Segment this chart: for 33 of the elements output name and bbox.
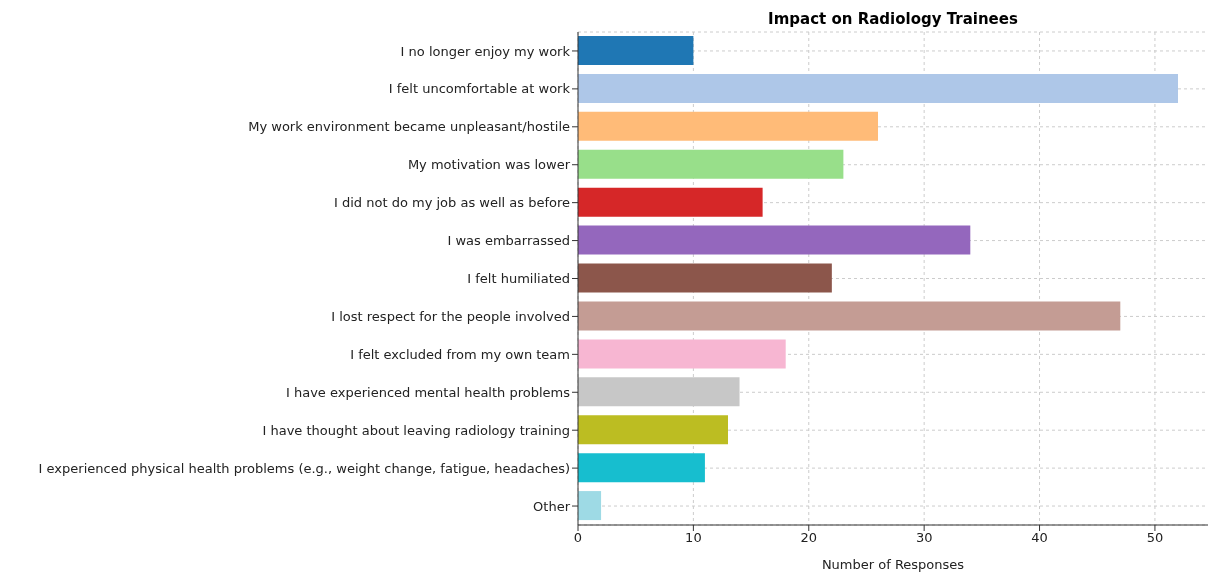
y-tick-label: I have experienced mental health problems	[286, 384, 571, 400]
y-tick-label: I have thought about leaving radiology training	[262, 422, 570, 438]
x-axis-title: Number of Responses	[821, 557, 965, 572]
y-tick-label: I lost respect for the people involved	[331, 309, 570, 325]
bar	[578, 225, 971, 255]
bar	[578, 415, 728, 445]
bar	[578, 491, 602, 521]
bar	[578, 301, 1121, 331]
y-tick-label: I no longer enjoy my work	[400, 43, 571, 59]
y-tick-label: I was embarrassed	[447, 233, 570, 249]
y-tick-label: I felt uncomfortable at work	[388, 81, 571, 97]
x-tick-label: 30	[915, 530, 933, 546]
y-tick-label: I experienced physical health problems (e.g., weight change, fatigue, headaches)	[38, 460, 570, 476]
y-tick-label: My motivation was lower	[407, 157, 571, 173]
x-tick-label: 50	[1146, 530, 1164, 546]
y-tick-label: My work environment became unpleasant/hostile	[248, 119, 570, 135]
x-tick-label: 40	[1031, 530, 1048, 546]
bar	[578, 187, 763, 217]
x-tick-label: 0	[573, 530, 583, 546]
y-tick-label: I felt excluded from my own team	[350, 346, 570, 362]
chart-title: Impact on Radiology Trainees	[767, 10, 1019, 28]
bar	[578, 36, 694, 65]
bar	[578, 149, 844, 179]
x-tick-label: 10	[685, 530, 702, 546]
bar	[578, 263, 832, 293]
y-tick-label: I did not do my job as well as before	[334, 195, 570, 211]
y-tick-label: Other	[533, 498, 571, 514]
x-tick-label: 20	[800, 530, 818, 546]
bar	[578, 339, 786, 369]
bar	[578, 453, 705, 483]
y-tick-label: I felt humiliated	[467, 271, 570, 287]
bar	[578, 73, 1178, 103]
bar	[578, 111, 878, 141]
